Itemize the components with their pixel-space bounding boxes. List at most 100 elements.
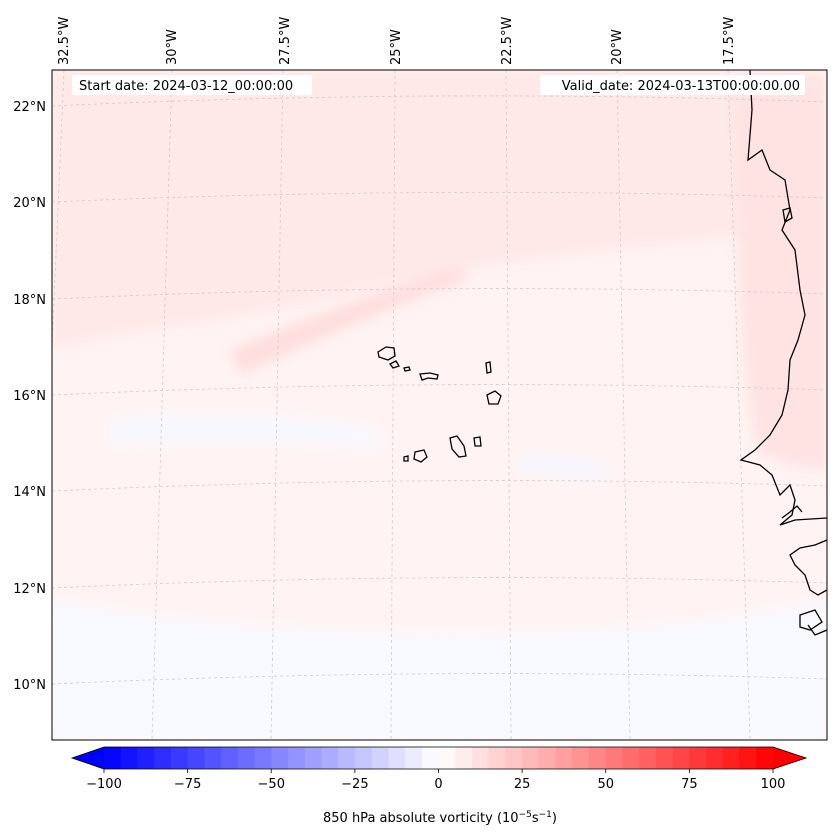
colorbar-block	[354, 747, 373, 769]
colorbar-blocks	[104, 747, 774, 769]
island-brava	[403, 455, 409, 462]
african-coastline-south	[789, 539, 827, 596]
island-maio	[473, 436, 482, 447]
vorticity-field	[52, 70, 827, 740]
colorbar-block	[706, 747, 724, 769]
colorbar-tick-label: 75	[681, 777, 698, 792]
colorbar-block	[722, 747, 741, 769]
lat-label-16n: 16°N	[13, 389, 46, 404]
parallel-10n	[52, 673, 827, 685]
coast-inlet	[781, 505, 803, 519]
lon-label-32.5w: 32.5°W	[57, 17, 72, 65]
lon-label-17.5w: 17.5°W	[722, 17, 737, 65]
colorbar-block	[137, 747, 155, 769]
colorbar-block	[371, 747, 389, 769]
colorbar-tick-label: −100	[86, 777, 122, 792]
meridian-20w	[616, 70, 631, 740]
colorbar-block	[572, 747, 590, 769]
colorbar-tick-label: −50	[258, 777, 285, 792]
colorbar-block	[304, 747, 323, 769]
weak-negative-vorticity-east	[520, 455, 610, 480]
colorbar-block	[204, 747, 222, 769]
colorbar-block	[538, 747, 557, 769]
valid-date-box	[540, 75, 805, 95]
african-coastline	[739, 70, 827, 526]
island-santiago	[449, 435, 467, 458]
colorbar-block	[237, 747, 256, 769]
parallel-18n	[52, 288, 827, 300]
colorbar-block	[104, 747, 122, 769]
parallel-12n	[52, 577, 827, 589]
coast-bissau-islands	[799, 609, 827, 636]
colorbar-block	[405, 747, 423, 769]
lat-label-18n: 18°N	[13, 293, 46, 308]
colorbar-block	[221, 747, 239, 769]
map-frame	[51, 69, 828, 741]
parallel-22n	[52, 95, 827, 107]
meridian-30w	[151, 70, 173, 740]
colorbar-extend-high	[773, 747, 806, 769]
colorbar-block	[388, 747, 406, 769]
parallel-14n	[52, 480, 827, 492]
colorbar-block	[455, 747, 473, 769]
colorbar-block	[120, 747, 139, 769]
start-date-text: Start date: 2024-03-12_00:00:00	[79, 79, 293, 94]
colorbar-block	[605, 747, 624, 769]
island-boa-vista	[486, 390, 502, 405]
colorbar-block	[555, 747, 573, 769]
colorbar: −100 −75 −50 −25 0 25 50 75 100 850 hPa absolute…	[70, 746, 808, 826]
colorbar-block	[271, 747, 289, 769]
island-sal	[485, 361, 492, 374]
colorbar-block	[187, 747, 205, 769]
island-santa-luzia	[403, 366, 411, 372]
colorbar-tick-label: 0	[434, 777, 442, 792]
lon-label-30w: 30°W	[165, 29, 180, 65]
colorbar-block	[254, 747, 272, 769]
lat-label-22n: 22°N	[13, 100, 46, 115]
lat-label-14n: 14°N	[13, 485, 46, 500]
colorbar-block	[522, 747, 540, 769]
colorbar-block	[421, 747, 440, 769]
parallel-16n	[52, 384, 827, 396]
lat-label-12n: 12°N	[13, 582, 46, 597]
colorbar-block	[756, 747, 774, 769]
colorbar-ticks: −100 −75 −50 −25 0 25 50 75 100	[86, 769, 785, 792]
colorbar-block	[622, 747, 640, 769]
colorbar-tick-label: −25	[341, 777, 368, 792]
colorbar-block	[589, 747, 607, 769]
colorbar-block	[639, 747, 657, 769]
lon-label-22.5w: 22.5°W	[500, 17, 515, 65]
longitude-labels: 32.5°W 30°W 27.5°W 25°W 22.5°W 20°W 17.5…	[57, 17, 737, 65]
colorbar-block	[338, 747, 356, 769]
meridian-27.5w	[270, 70, 284, 740]
meridian-17.5w	[727, 70, 751, 740]
island-sao-vicente	[389, 360, 400, 369]
colorbar-block	[689, 747, 707, 769]
island-fogo	[413, 449, 428, 463]
colorbar-tick-label: 100	[761, 777, 786, 792]
colorbar-tick-label: 50	[597, 777, 614, 792]
colorbar-block	[672, 747, 690, 769]
valid-date-text: Valid_date: 2024-03-13T00:00:00.00	[562, 79, 800, 94]
meridian-25w	[390, 70, 396, 740]
colorbar-tick-label: −75	[174, 777, 201, 792]
positive-vorticity-coast	[730, 80, 827, 470]
colorbar-block	[438, 747, 456, 769]
colorbar-block	[287, 747, 306, 769]
island-sao-nicolau	[419, 372, 439, 381]
weak-negative-vorticity-mid	[110, 414, 380, 450]
colorbar-block	[488, 747, 507, 769]
colorbar-label: 850 hPa absolute vorticity (10−5s−1)	[323, 810, 557, 826]
meridian-22.5w	[505, 70, 512, 740]
start-date-box	[72, 75, 312, 95]
lat-label-10n: 10°N	[13, 678, 46, 693]
colorbar-block	[655, 747, 674, 769]
lon-label-20w: 20°W	[610, 29, 625, 65]
graticule	[52, 70, 827, 740]
lon-label-27.5w: 27.5°W	[278, 17, 293, 65]
island-santo-antao	[377, 346, 396, 361]
coast-island-small	[782, 207, 793, 224]
lon-label-25w: 25°W	[389, 29, 404, 65]
coastlines	[739, 70, 827, 636]
